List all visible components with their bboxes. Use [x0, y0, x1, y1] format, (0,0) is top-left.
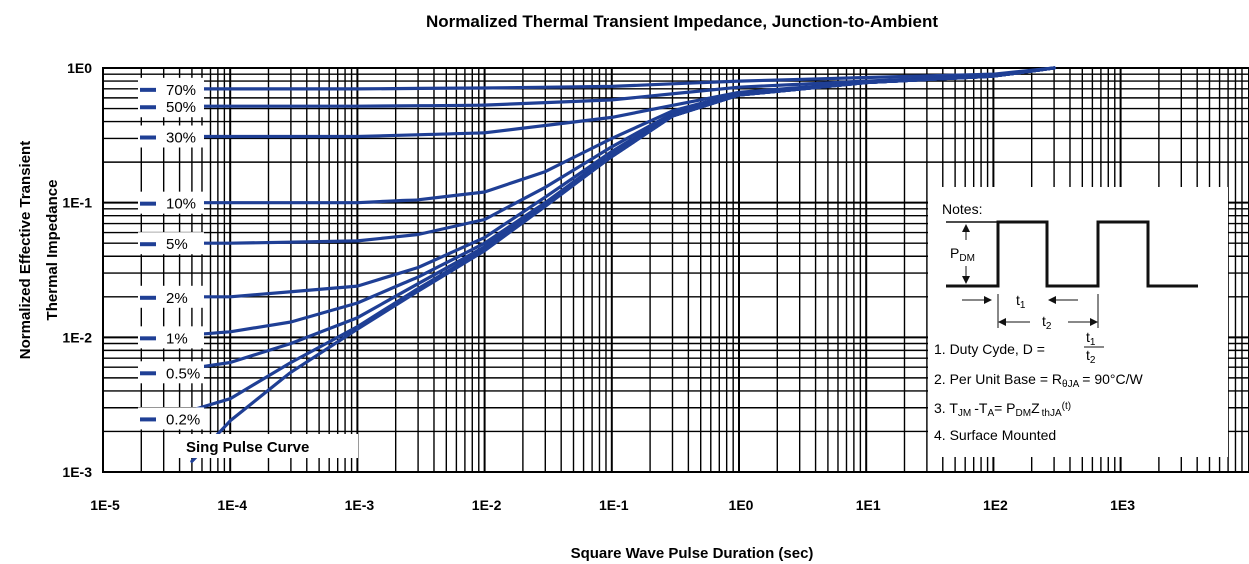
chart-title: Normalized Thermal Transient Impedance, … [426, 12, 938, 31]
note-duty-cycle: 1. Duty Cyde, D = [934, 341, 1045, 357]
pdm-label: PDM [950, 245, 975, 264]
series-line-sing-pulse-curve [190, 66, 1056, 463]
series-lines [162, 66, 1056, 463]
duty-label-0-5-: 0.5% [166, 365, 200, 382]
duty-label-5-: 5% [166, 236, 188, 253]
series-line-2- [162, 66, 1056, 299]
duty-label-bg [138, 232, 204, 255]
notes-box: Notes: PDM t1 t2 1. Duty Cyde, D = t1 t2… [928, 187, 1228, 457]
x-tick-label: 1E1 [856, 497, 881, 513]
t1-label: t1 [1016, 292, 1026, 311]
duty-label-bg [138, 407, 204, 430]
y-axis-label-line1: Normalized Effective Transient [17, 141, 34, 359]
x-tick-label: 1E3 [1110, 497, 1135, 513]
duty-label-10-: 10% [166, 196, 196, 213]
pulse-waveform [946, 220, 1198, 288]
duty-label-bg [138, 285, 204, 308]
x-tick-labels: 1E-5 1E-4 1E-3 1E-2 1E-1 1E0 1E1 1E2 1E3 [90, 497, 1135, 513]
duty-label-1-: 1% [166, 330, 188, 347]
t2-label: t2 [1042, 313, 1052, 332]
y-tick-label: 1E-3 [62, 464, 92, 480]
single-pulse-label: Sing Pulse Curve [186, 439, 309, 456]
duty-label-bg [138, 95, 204, 118]
duty-label-30-: 30% [166, 129, 196, 146]
y-tick-label: 1E-1 [62, 195, 92, 211]
duty-label-bg [138, 191, 204, 214]
x-tick-label: 1E-5 [90, 497, 120, 513]
x-axis-label: Square Wave Pulse Duration (sec) [571, 545, 814, 562]
series-line-0-5- [162, 66, 1056, 374]
duty-label-2-: 2% [166, 290, 188, 307]
note-junction-temperature: 3. TJM -TA= PDMZ thJA(t) [934, 400, 1071, 419]
notes-heading: Notes: [942, 201, 982, 217]
duty-label-bg [138, 361, 204, 384]
duty-label-bg [138, 77, 204, 100]
x-tick-label: 1E0 [729, 497, 754, 513]
duty-label-bg [138, 125, 204, 148]
x-tick-label: 1E-1 [599, 497, 629, 513]
duty-label-0-2-: 0.2% [166, 411, 200, 428]
x-tick-label: 1E-2 [472, 497, 502, 513]
y-axis-label-line2: Thermal Impedance [44, 180, 61, 321]
note-duty-denominator: t2 [1086, 347, 1096, 366]
series-line-70- [162, 66, 1056, 91]
note-surface-mounted: 4. Surface Mounted [934, 427, 1056, 443]
y-tick-labels: 1E0 1E-1 1E-2 1E-3 [62, 60, 92, 480]
note-per-unit-base: 2. Per Unit Base = RθJA = 90°C/W [934, 371, 1143, 390]
duty-label-bg [138, 326, 204, 349]
duty-label-70-: 70% [166, 82, 196, 99]
plot-border [102, 67, 1249, 473]
x-tick-label: 1E2 [983, 497, 1008, 513]
y-tick-label: 1E0 [67, 60, 92, 76]
single-pulse-label-box: Sing Pulse Curve [178, 434, 358, 458]
duty-cycle-labels: 70%50% 30% 10% 5% 2% 1% 0.5% 0.2% [138, 77, 204, 430]
duty-label-50-: 50% [166, 99, 196, 116]
x-tick-label: 1E-4 [217, 497, 247, 513]
y-tick-label: 1E-2 [62, 329, 92, 345]
note-duty-numerator: t1 [1086, 329, 1096, 348]
x-tick-label: 1E-3 [345, 497, 375, 513]
